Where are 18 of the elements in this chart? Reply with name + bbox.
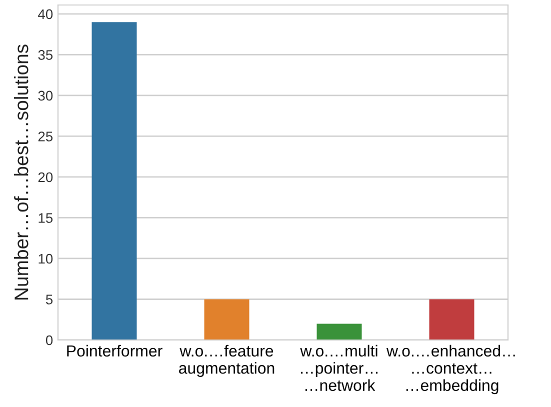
y-tick-label: 5 — [46, 294, 53, 304]
y-tick-label: 0 — [46, 335, 53, 346]
x-tick-label: w.o.…enhanced… …context… …embedding — [386, 344, 515, 394]
y-tick-label: 40 — [38, 9, 53, 20]
bar — [204, 299, 250, 340]
bar — [316, 324, 362, 340]
y-tick-label: 25 — [38, 132, 53, 142]
bar — [429, 299, 474, 340]
y-tick-label: 20 — [38, 172, 53, 182]
x-tick-label: Pointerformer — [67, 344, 162, 357]
y-tick-label: 30 — [38, 90, 53, 101]
y-tick-label: 10 — [38, 254, 53, 264]
y-tick-label: 35 — [38, 50, 53, 60]
y-axis-title: Number…of…best…solutions — [14, 44, 28, 300]
bar — [92, 22, 137, 340]
x-tick-label: w.o.…multi …pointer… …network — [300, 344, 378, 391]
y-tick-label: 15 — [38, 213, 53, 223]
x-tick-label: w.o.…feature augmentation — [179, 344, 274, 377]
